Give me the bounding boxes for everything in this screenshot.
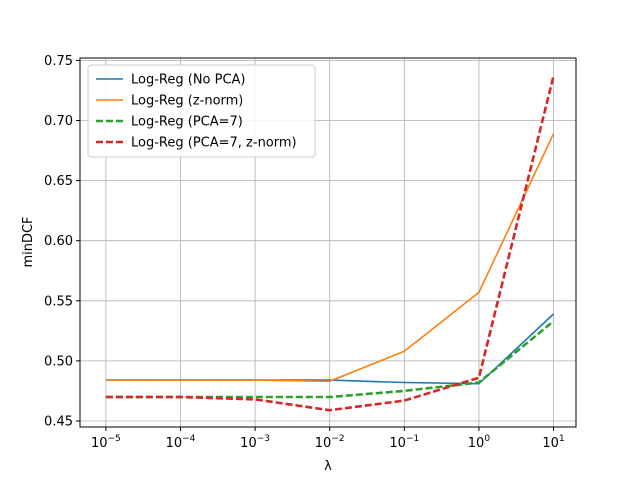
legend-label: Log-Reg (z-norm) xyxy=(131,94,243,109)
x-tick-label: 10−4 xyxy=(166,434,196,451)
y-axis: 0.45 0.50 0.55 0.60 0.65 0.70 0.75 xyxy=(44,54,80,429)
y-axis-label: minDCF xyxy=(21,216,36,267)
y-tick-label: 0.45 xyxy=(44,414,73,429)
x-tick-label: 10−1 xyxy=(389,434,419,451)
series-line-4 xyxy=(105,75,555,412)
x-tick-label: 10−5 xyxy=(91,434,121,451)
legend-label: Log-Reg (PCA=7, z-norm) xyxy=(131,136,297,151)
y-tick-label: 0.60 xyxy=(44,234,73,249)
legend: Log-Reg (No PCA) Log-Reg (z-norm) Log-Reg … xyxy=(87,64,316,158)
legend-label: Log-Reg (No PCA) xyxy=(131,73,246,88)
y-tick-label: 0.75 xyxy=(44,54,73,69)
legend-box xyxy=(87,64,316,158)
x-tick-label: 101 xyxy=(542,434,564,451)
axes-frame xyxy=(79,57,577,428)
x-tick-label: 10−3 xyxy=(240,434,270,451)
x-tick-label: 10−2 xyxy=(315,434,345,451)
y-tick-label: 0.65 xyxy=(44,174,73,189)
x-axis-label: λ xyxy=(324,459,332,474)
x-tick-label: 100 xyxy=(468,434,491,451)
series-line-2 xyxy=(105,133,555,383)
legend-label: Log-Reg (PCA=7) xyxy=(131,115,243,130)
x-axis: 10−5 10−4 10−3 10−2 10−1 100 101 xyxy=(91,427,565,451)
y-tick-label: 0.70 xyxy=(44,114,73,129)
y-tick-label: 0.50 xyxy=(44,354,73,369)
series-layer xyxy=(105,75,555,412)
y-tick-label: 0.55 xyxy=(44,294,73,309)
grid-lines xyxy=(80,58,576,427)
